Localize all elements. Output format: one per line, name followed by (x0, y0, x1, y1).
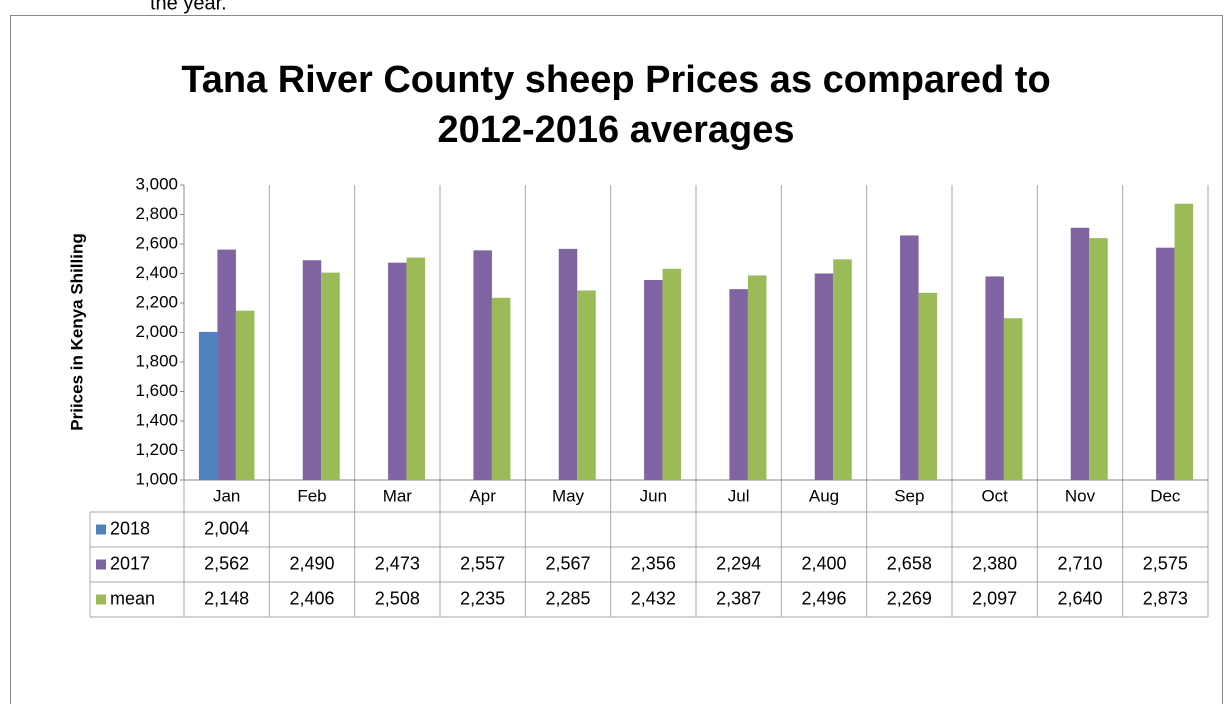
bar (1070, 227, 1090, 480)
y-axis-label: Priices in Kenya Shilling (67, 233, 86, 430)
table-cell: 2,387 (716, 588, 761, 608)
table-cell: 2,380 (972, 553, 1017, 573)
table-cell: 2,557 (460, 553, 505, 573)
x-tick-label: Oct (981, 486, 1008, 505)
table-cell: 2,148 (204, 588, 249, 608)
bar (235, 310, 255, 480)
table-cell: 2,285 (545, 588, 590, 608)
y-tick-label: 2,800 (135, 204, 178, 223)
table-cell: 2,508 (375, 588, 420, 608)
table-cell: 2,406 (289, 588, 334, 608)
x-tick-label: May (552, 486, 585, 505)
x-tick-label: Aug (809, 486, 839, 505)
bar (473, 250, 492, 480)
chart-title: Tana River County sheep Prices as compar… (181, 59, 1050, 101)
bar (1174, 203, 1194, 481)
bar (1156, 247, 1175, 480)
y-tick-label: 1,600 (135, 381, 178, 400)
legend-swatch (96, 524, 106, 535)
bar (321, 272, 340, 480)
table-cell: 2,496 (801, 588, 846, 608)
y-tick-label: 1,800 (135, 351, 178, 370)
x-tick-label: Jun (640, 486, 667, 505)
legend-label: 2018 (110, 518, 150, 538)
bar (814, 273, 834, 480)
bar (302, 260, 322, 480)
table-cell: 2,490 (289, 553, 334, 573)
table-cell: 2,640 (1057, 588, 1102, 608)
legend-swatch (96, 559, 106, 570)
x-tick-label: Nov (1065, 486, 1096, 505)
bar (1003, 318, 1023, 480)
y-tick-label: 2,600 (135, 233, 178, 252)
bar (833, 259, 852, 480)
x-tick-label: Mar (383, 486, 413, 505)
table-cell: 2,294 (716, 553, 761, 573)
bar (1089, 238, 1108, 480)
table-cell: 2,473 (375, 553, 420, 573)
y-tick-label: 2,200 (135, 292, 178, 311)
bar (747, 275, 767, 480)
table-cell: 2,567 (545, 553, 590, 573)
table-cell: 2,356 (631, 553, 676, 573)
table-cell: 2,658 (887, 553, 932, 573)
table-cell: 2,004 (204, 518, 249, 538)
chart-title: 2012-2016 averages (437, 109, 794, 151)
table-cell: 2,575 (1143, 553, 1188, 573)
table-cell: 2,269 (887, 588, 932, 608)
x-tick-label: Jul (728, 486, 750, 505)
y-tick-label: 3,000 (135, 174, 178, 193)
y-tick-label: 2,400 (135, 263, 178, 282)
legend-swatch (96, 594, 106, 605)
x-tick-label: Apr (469, 486, 496, 505)
bar (918, 292, 938, 480)
y-tick-label: 1,400 (135, 410, 178, 429)
bar (406, 257, 426, 480)
bar (491, 297, 511, 480)
y-tick-label: 1,000 (135, 469, 178, 488)
bar (900, 235, 919, 480)
legend-label: 2017 (110, 553, 150, 573)
y-tick-label: 1,200 (135, 440, 178, 459)
table-cell: 2,235 (460, 588, 505, 608)
bar (644, 279, 663, 480)
x-tick-label: Sep (894, 486, 924, 505)
page-text: the year. (150, 0, 227, 14)
bar (558, 248, 578, 480)
bar (577, 290, 596, 480)
bar (198, 331, 218, 480)
table-cell: 2,432 (631, 588, 676, 608)
table-cell: 2,710 (1057, 553, 1102, 573)
bar (217, 249, 236, 480)
bar (662, 268, 682, 480)
table-cell: 2,873 (1143, 588, 1188, 608)
bar (985, 276, 1004, 480)
table-cell: 2,097 (972, 588, 1017, 608)
y-tick-label: 2,000 (135, 322, 178, 341)
x-tick-label: Dec (1150, 486, 1181, 505)
bar (388, 262, 407, 480)
table-cell: 2,400 (801, 553, 846, 573)
legend-label: mean (110, 588, 155, 608)
x-tick-label: Feb (297, 486, 326, 505)
table-cell: 2,562 (204, 553, 249, 573)
x-tick-label: Jan (213, 486, 240, 505)
bar (729, 289, 748, 480)
